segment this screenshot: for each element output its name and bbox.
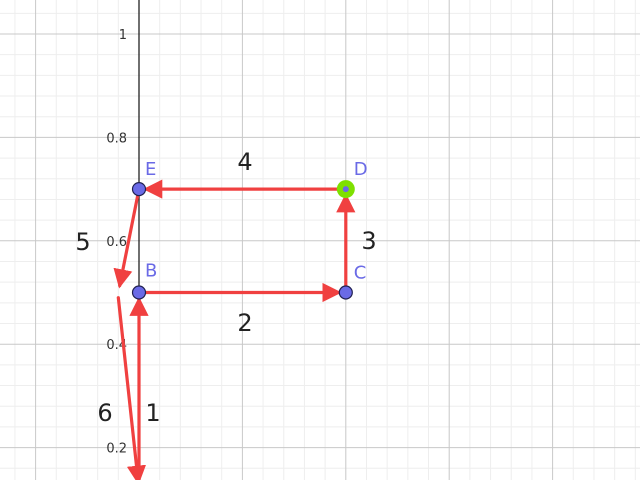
vector-label-4: 4 — [237, 148, 252, 176]
y-tick-label: 0.8 — [106, 131, 127, 146]
point-label-E: E — [145, 159, 156, 180]
vector-label-3: 3 — [361, 227, 376, 255]
point-D[interactable]: D — [336, 159, 368, 199]
point-label-D: D — [354, 159, 368, 180]
point-label-B: B — [145, 261, 157, 282]
y-tick-label: 0.2 — [106, 442, 127, 457]
vector-label-2: 2 — [237, 309, 252, 337]
point-C[interactable]: C — [338, 263, 367, 300]
point-label-C: C — [354, 263, 367, 284]
vector-label-6: 6 — [97, 399, 112, 427]
y-tick-label: 1 — [119, 28, 127, 43]
y-axis-tick-labels: 10.80.60.40.2 — [106, 28, 127, 457]
point-marker[interactable] — [338, 285, 353, 300]
point-B[interactable]: B — [131, 261, 158, 300]
vectors-layer: 1 2 3 4 5 6 — [75, 148, 377, 480]
point-marker[interactable] — [131, 285, 147, 300]
vector-5[interactable] — [113, 187, 141, 289]
point-marker[interactable] — [342, 186, 349, 193]
vector-6[interactable] — [116, 296, 147, 480]
vector-label-5: 5 — [75, 228, 90, 256]
vector-label-1: 1 — [145, 399, 160, 427]
point-E[interactable]: E — [131, 159, 157, 197]
point-marker[interactable] — [131, 182, 147, 197]
points-layer: E D B C — [131, 159, 368, 300]
y-tick-label: 0.6 — [106, 235, 127, 250]
